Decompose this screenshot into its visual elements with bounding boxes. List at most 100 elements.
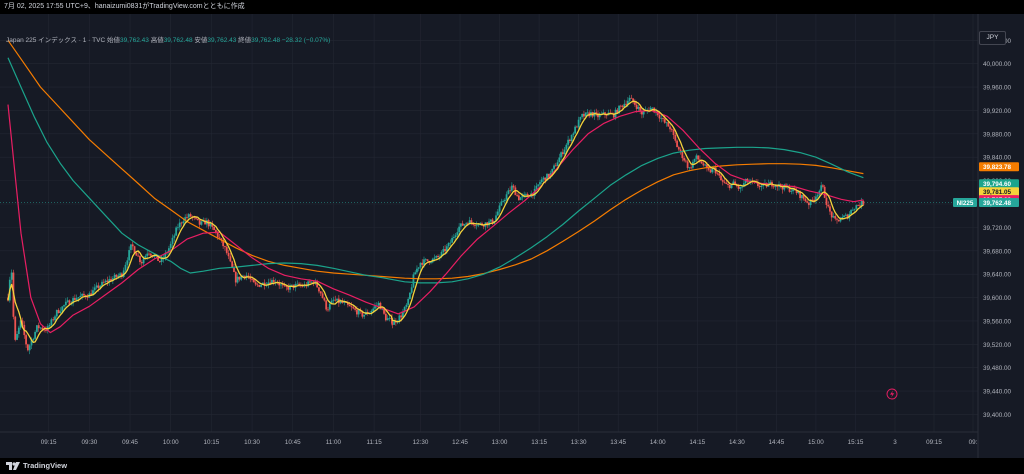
candle-down <box>568 139 571 142</box>
candle-up <box>307 281 310 287</box>
candle-down <box>220 238 223 240</box>
candle-down <box>772 186 775 188</box>
candle-up <box>853 208 856 210</box>
candle-down <box>21 320 24 325</box>
candle-up <box>651 107 654 109</box>
candle-down <box>139 256 141 263</box>
candle-up <box>584 112 587 117</box>
candle-down <box>799 191 801 199</box>
candle-down <box>325 300 328 310</box>
candle-up <box>72 298 74 304</box>
candle-up <box>560 152 562 158</box>
candle-up <box>34 331 37 339</box>
candle-down <box>686 161 689 168</box>
candle-down <box>131 244 134 247</box>
candle-down <box>352 307 355 309</box>
candle-up <box>160 258 163 262</box>
candle-down <box>604 112 606 115</box>
candle-down <box>825 197 828 205</box>
price-tag-bg <box>979 198 1019 208</box>
candle-down <box>341 301 344 303</box>
candle-down <box>120 273 123 277</box>
candle-up <box>357 309 360 315</box>
candle-down <box>837 219 840 222</box>
candle-up <box>769 181 772 184</box>
candle-up <box>447 243 450 247</box>
candle-down <box>148 253 150 255</box>
candle-down <box>238 276 241 280</box>
time-tick-label: 11:15 <box>366 439 382 446</box>
candle-down <box>482 225 485 227</box>
candle-up <box>637 106 640 109</box>
candle-down <box>706 164 708 168</box>
candle-up <box>525 193 527 195</box>
candle-down <box>73 298 76 300</box>
alert-icon[interactable] <box>886 388 898 400</box>
candle-up <box>99 285 102 288</box>
candle-up <box>240 276 243 280</box>
candle-down <box>193 217 196 218</box>
candle-down <box>281 284 284 286</box>
candle-up <box>187 214 190 218</box>
price-tag-label: 39,762.48 <box>983 200 1012 207</box>
candle-down <box>198 220 201 225</box>
candle-down <box>728 184 731 189</box>
candle-up <box>563 149 566 155</box>
candle-up <box>790 191 793 192</box>
candle-down <box>350 306 353 308</box>
open-value: 39,762.43 <box>119 37 149 44</box>
currency-button[interactable]: JPY <box>979 31 1006 45</box>
candle-up <box>748 181 751 183</box>
close-value: 39,762.48 <box>251 37 281 44</box>
candle-up <box>503 199 506 202</box>
price-tag-bg <box>979 162 1019 172</box>
price-tick-label: 40,000.00 <box>983 61 1012 68</box>
candle-down <box>213 226 216 231</box>
candle-up <box>236 276 239 283</box>
low-value: 39,762.43 <box>207 37 237 44</box>
candle-down <box>663 118 666 123</box>
candle-up <box>64 301 67 306</box>
candle-up <box>32 338 35 341</box>
candle-down <box>361 311 364 317</box>
candle-down <box>734 181 736 185</box>
snapshot-caption: 7月 02, 2025 17:55 UTC+9、hanaizumi0831がTr… <box>0 0 1024 14</box>
candle-up <box>618 105 620 114</box>
candle-up <box>695 155 698 159</box>
candle-up <box>598 114 601 118</box>
price-tick-label: 39,520.00 <box>983 342 1012 349</box>
candle-up <box>760 185 763 188</box>
price-chart[interactable]: 39,400.00 39,440.00 39,480.00 39,520.00 39,5… <box>0 14 1024 458</box>
candle-down <box>186 217 188 218</box>
candle-up <box>381 308 384 310</box>
candle-down <box>679 149 682 151</box>
candle-down <box>26 344 29 351</box>
candle-up <box>412 274 415 288</box>
chart-area[interactable]: 39,400.00 39,440.00 39,480.00 39,520.00 39,5… <box>0 14 1024 458</box>
time-tick-label: 09:15 <box>41 439 57 446</box>
time-tick-label: 14:45 <box>768 439 784 446</box>
candle-down <box>709 169 712 173</box>
candle-down <box>283 285 286 287</box>
tradingview-brand: TradingView <box>23 461 68 470</box>
price-tick-label: 39,400.00 <box>983 412 1012 419</box>
candle-up <box>442 249 445 252</box>
candle-down <box>470 220 473 223</box>
candle-down <box>834 216 837 219</box>
candle-down <box>218 237 221 239</box>
candle-down <box>727 183 729 185</box>
candle-down <box>249 277 252 280</box>
candle-down <box>788 186 791 192</box>
candle-down <box>231 261 234 268</box>
candle-down <box>216 232 219 238</box>
candle-up <box>430 262 432 264</box>
candle-down <box>609 112 612 114</box>
candle-up <box>839 219 842 222</box>
price-axis-labels: 39,400.00 39,440.00 39,480.00 39,520.00 39,5… <box>983 38 1012 419</box>
candle-down <box>52 319 55 321</box>
candle-down <box>612 113 615 118</box>
price-tick-label: 39,960.00 <box>983 85 1012 92</box>
tradingview-logo[interactable]: TradingView <box>6 461 67 470</box>
symbol-name[interactable]: Japan 225 インデックス · 1 · TVC <box>6 37 106 44</box>
symbol-tag: NI225 <box>957 200 974 207</box>
